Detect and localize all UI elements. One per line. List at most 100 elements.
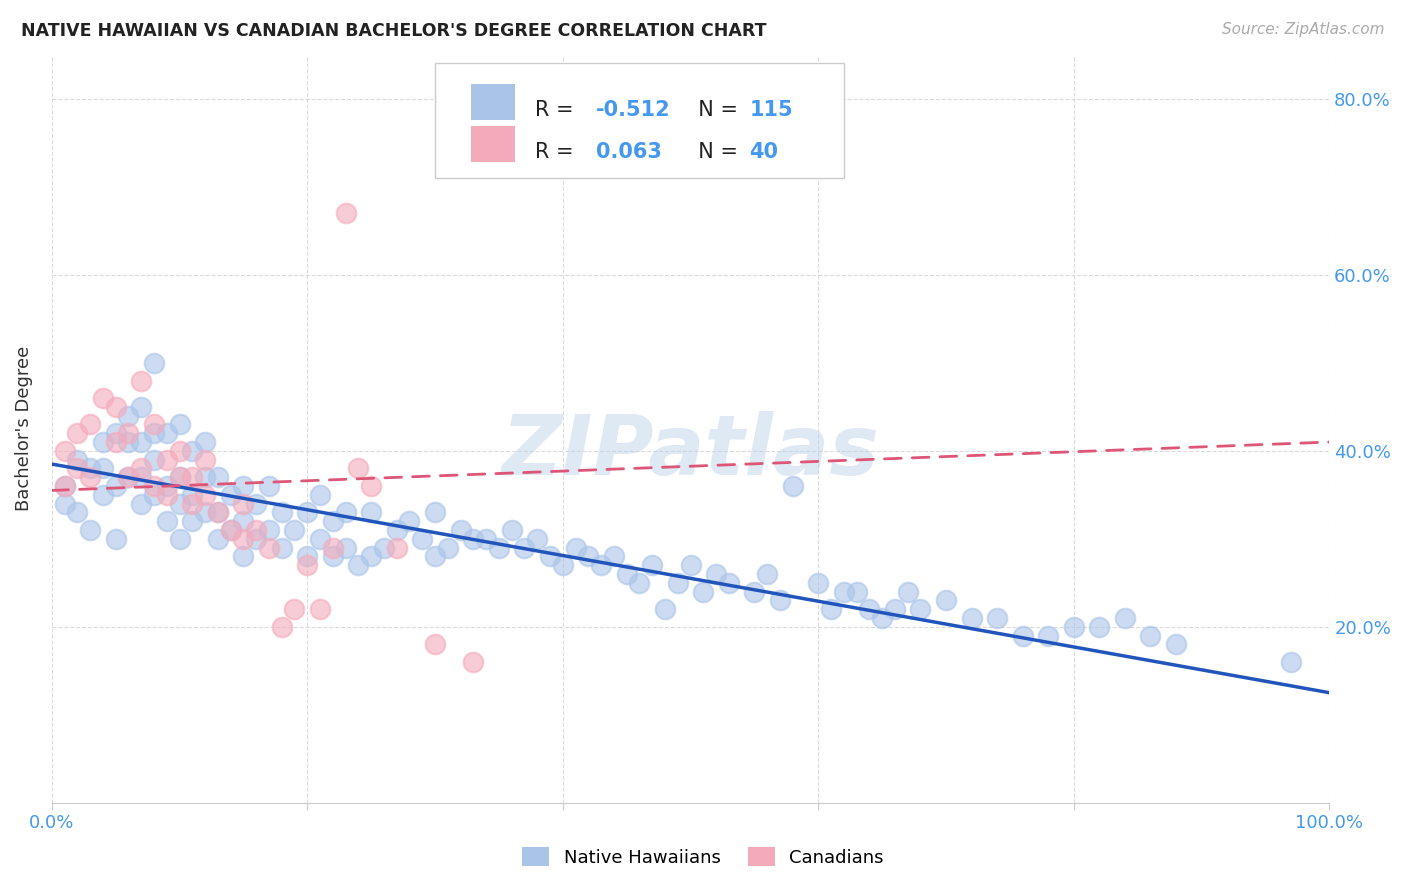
Point	[450, 523, 472, 537]
Text: N =: N =	[685, 142, 745, 161]
Point	[245, 532, 267, 546]
Point	[245, 523, 267, 537]
Point	[142, 452, 165, 467]
Text: -0.512: -0.512	[596, 100, 671, 120]
Point	[986, 611, 1008, 625]
Point	[1088, 620, 1111, 634]
Point	[576, 549, 599, 564]
Point	[79, 470, 101, 484]
Point	[897, 584, 920, 599]
Point	[91, 435, 114, 450]
Point	[91, 461, 114, 475]
Point	[270, 541, 292, 555]
Point	[169, 443, 191, 458]
Point	[616, 566, 638, 581]
Point	[820, 602, 842, 616]
Point	[257, 479, 280, 493]
Point	[679, 558, 702, 573]
Point	[79, 417, 101, 432]
Point	[142, 488, 165, 502]
Point	[564, 541, 586, 555]
Point	[181, 488, 204, 502]
Point	[91, 391, 114, 405]
Text: 40: 40	[749, 142, 779, 161]
Point	[501, 523, 523, 537]
Point	[475, 532, 498, 546]
Point	[717, 575, 740, 590]
Point	[1139, 628, 1161, 642]
Point	[628, 575, 651, 590]
Point	[935, 593, 957, 607]
Point	[960, 611, 983, 625]
Point	[270, 620, 292, 634]
Point	[156, 479, 179, 493]
Point	[704, 566, 727, 581]
Point	[463, 532, 485, 546]
Point	[66, 505, 89, 519]
Text: R =: R =	[534, 100, 579, 120]
Point	[270, 505, 292, 519]
Point	[53, 479, 76, 493]
Point	[538, 549, 561, 564]
Point	[347, 461, 370, 475]
Point	[232, 532, 254, 546]
Point	[423, 505, 446, 519]
Point	[66, 426, 89, 441]
Point	[283, 523, 305, 537]
Point	[1164, 637, 1187, 651]
Point	[347, 558, 370, 573]
Point	[79, 461, 101, 475]
Point	[207, 505, 229, 519]
Point	[309, 602, 332, 616]
Point	[117, 435, 139, 450]
Point	[156, 452, 179, 467]
Point	[603, 549, 626, 564]
Point	[181, 470, 204, 484]
Point	[744, 584, 766, 599]
Point	[309, 488, 332, 502]
Point	[219, 523, 242, 537]
Point	[910, 602, 932, 616]
Point	[104, 532, 127, 546]
Point	[53, 443, 76, 458]
Point	[322, 514, 344, 528]
Point	[232, 514, 254, 528]
Point	[104, 400, 127, 414]
Point	[117, 470, 139, 484]
Point	[117, 470, 139, 484]
Point	[245, 497, 267, 511]
Point	[207, 505, 229, 519]
Point	[232, 549, 254, 564]
Point	[769, 593, 792, 607]
Point	[194, 470, 217, 484]
Point	[194, 505, 217, 519]
Point	[1038, 628, 1060, 642]
Point	[1114, 611, 1136, 625]
Point	[360, 479, 382, 493]
Point	[169, 417, 191, 432]
Point	[1063, 620, 1085, 634]
Point	[156, 488, 179, 502]
Point	[373, 541, 395, 555]
Point	[79, 523, 101, 537]
Text: N =: N =	[685, 100, 745, 120]
Point	[181, 443, 204, 458]
Point	[104, 435, 127, 450]
Point	[654, 602, 676, 616]
Point	[591, 558, 613, 573]
Text: ZIPatlas: ZIPatlas	[502, 411, 879, 491]
FancyBboxPatch shape	[434, 62, 844, 178]
Point	[207, 470, 229, 484]
Text: R =: R =	[534, 142, 579, 161]
Point	[66, 461, 89, 475]
Point	[194, 488, 217, 502]
Legend: Native Hawaiians, Canadians: Native Hawaiians, Canadians	[515, 840, 891, 874]
Point	[129, 435, 152, 450]
Point	[551, 558, 574, 573]
Point	[832, 584, 855, 599]
Point	[194, 435, 217, 450]
Point	[129, 374, 152, 388]
Point	[360, 505, 382, 519]
Point	[219, 523, 242, 537]
Point	[782, 479, 804, 493]
